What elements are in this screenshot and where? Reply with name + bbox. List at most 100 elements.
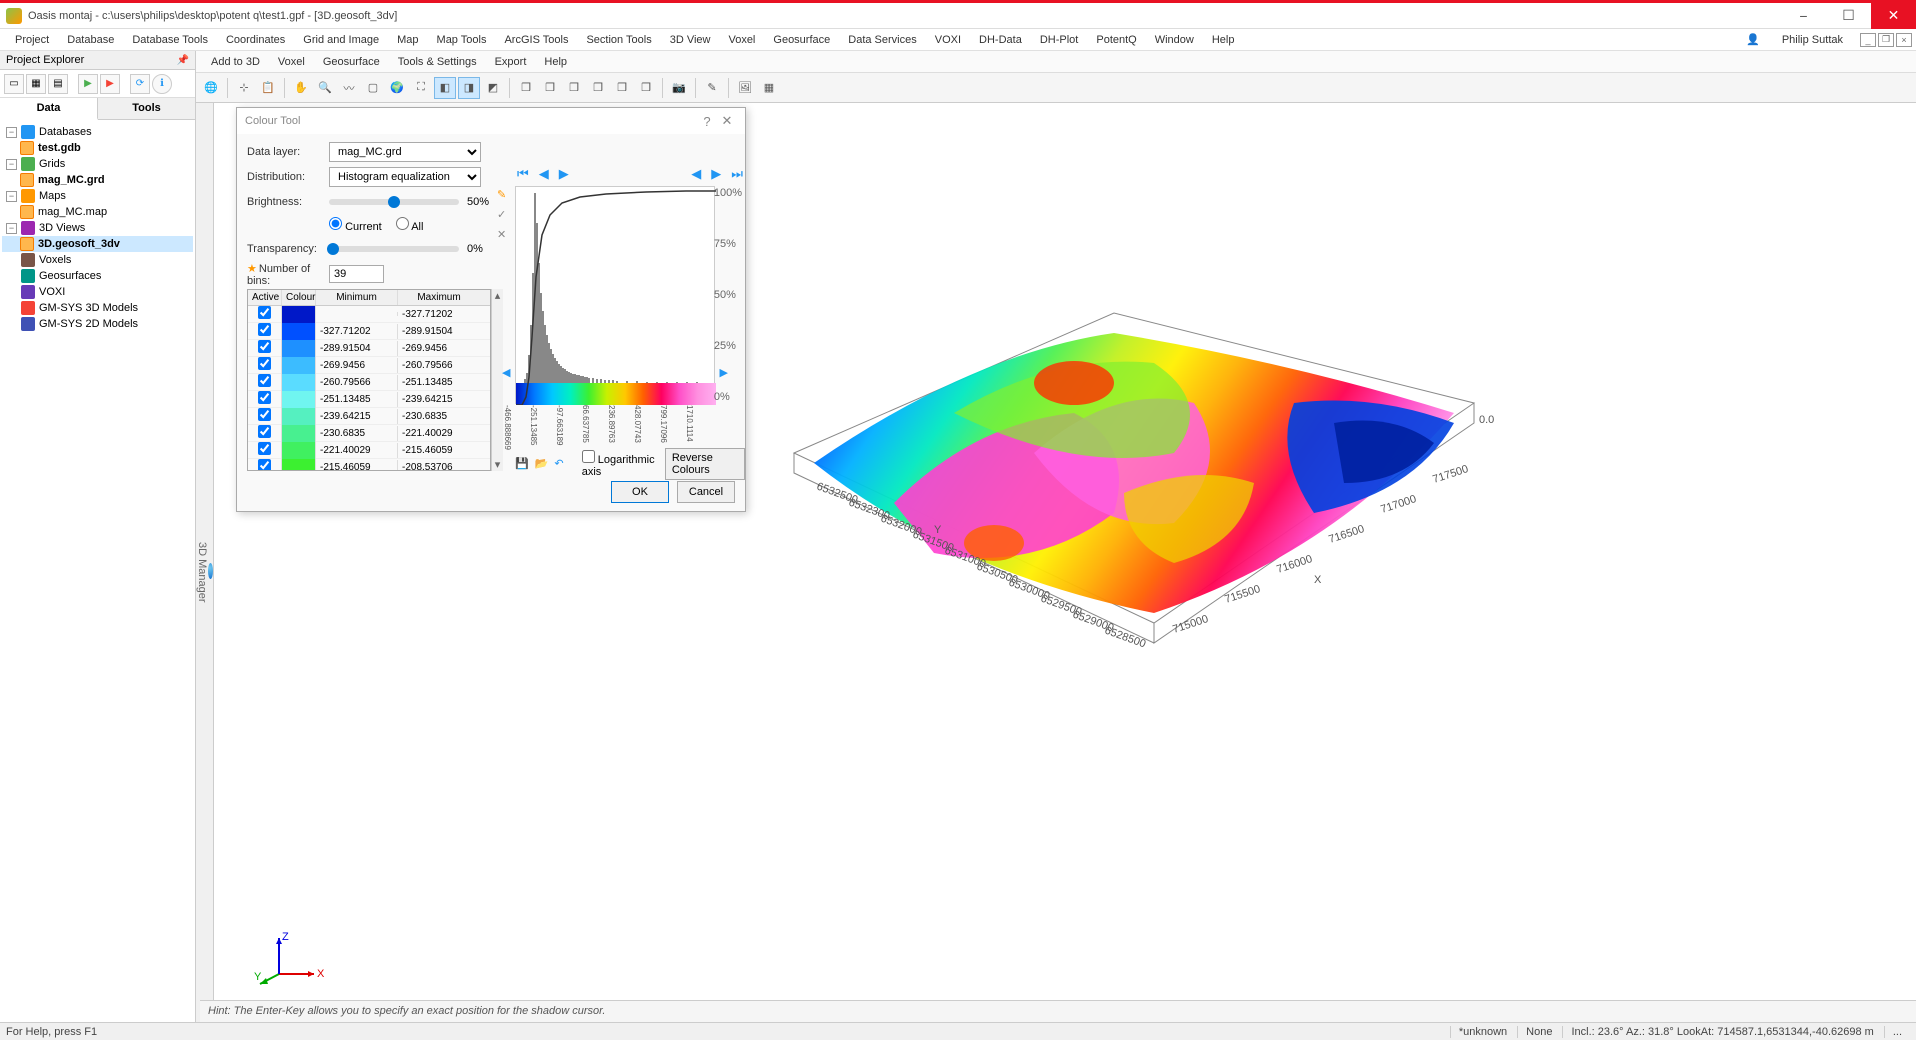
ok-button[interactable]: OK (611, 481, 669, 503)
row-active-checkbox[interactable] (258, 323, 271, 336)
cancel-button[interactable]: Cancel (677, 481, 735, 503)
menu-database[interactable]: Database (58, 31, 123, 49)
smenu-export[interactable]: Export (486, 53, 536, 71)
menu-map[interactable]: Map (388, 31, 427, 49)
row-active-checkbox[interactable] (258, 442, 271, 455)
tree-item-3dv[interactable]: 3D.geosoft_3dv (2, 236, 193, 252)
tb-run-stop[interactable]: ▶ (100, 74, 120, 94)
table-scrollbar[interactable]: ▴ ▾ (491, 289, 503, 471)
tab-tools[interactable]: Tools (98, 98, 195, 119)
colour-swatch[interactable] (282, 374, 315, 391)
tab-data[interactable]: Data (0, 98, 98, 120)
x-icon[interactable]: ✕ (497, 228, 511, 242)
tb-pan[interactable]: ✋ (290, 77, 312, 99)
menu-voxel[interactable]: Voxel (719, 31, 764, 49)
tree-3dviews[interactable]: −3D Views (2, 220, 193, 236)
menu-window[interactable]: Window (1146, 31, 1203, 49)
nav-prev2-icon[interactable]: ◀ (689, 166, 703, 182)
slider-brightness[interactable] (329, 199, 459, 205)
close-button[interactable]: ✕ (1871, 3, 1916, 29)
table-row[interactable]: -260.79566 -251.13485 (248, 374, 490, 391)
colour-swatch[interactable] (282, 357, 315, 374)
menu-arcgis-tools[interactable]: ArcGIS Tools (495, 31, 577, 49)
menu-3d-view[interactable]: 3D View (661, 31, 720, 49)
3d-manager-tab[interactable]: 3D Manager (196, 103, 214, 1022)
radio-current[interactable]: Current (329, 217, 382, 233)
table-row[interactable]: -269.9456 -260.79566 (248, 357, 490, 374)
row-active-checkbox[interactable] (258, 357, 271, 370)
nav-prev-icon[interactable]: ◀ (537, 166, 551, 182)
tb-refresh[interactable]: ⟳ (130, 74, 150, 94)
help-icon[interactable]: ? (697, 114, 717, 129)
tree-gm3d[interactable]: GM-SYS 3D Models (2, 300, 193, 316)
tb-info[interactable]: ℹ (152, 74, 172, 94)
mdi-close[interactable]: × (1896, 33, 1912, 47)
tb-grid[interactable]: ▦ (758, 77, 780, 99)
tb-edit[interactable]: ✎ (701, 77, 723, 99)
tb-view1[interactable]: ▭ (4, 74, 24, 94)
pencil-icon[interactable]: ✎ (497, 188, 511, 202)
smenu-add3d[interactable]: Add to 3D (202, 53, 269, 71)
smenu-geosurface[interactable]: Geosurface (314, 53, 389, 71)
tb-mode2[interactable]: ◨ (458, 77, 480, 99)
smenu-tools[interactable]: Tools & Settings (389, 53, 486, 71)
tb-copy[interactable]: 📋 (257, 77, 279, 99)
colour-swatch[interactable] (282, 340, 315, 357)
tb-cube3[interactable]: ❒ (563, 77, 585, 99)
menu-geosurface[interactable]: Geosurface (764, 31, 839, 49)
menu-section-tools[interactable]: Section Tools (577, 31, 660, 49)
tree-voxels[interactable]: Voxels (2, 252, 193, 268)
dialog-close-icon[interactable]: ✕ (717, 113, 737, 129)
menu-project[interactable]: Project (6, 31, 58, 49)
tb-snap[interactable]: 📷 (668, 77, 690, 99)
tb-box[interactable]: ▢ (362, 77, 384, 99)
menu-dh-plot[interactable]: DH-Plot (1031, 31, 1088, 49)
tb-view3[interactable]: ▤ (48, 74, 68, 94)
table-row[interactable]: -251.13485 -239.64215 (248, 391, 490, 408)
table-row[interactable]: -327.71202 (248, 306, 490, 323)
tb-lasso[interactable]: 〰 (338, 77, 360, 99)
undo-icon[interactable]: ↶ (554, 457, 565, 471)
tb-cube6[interactable]: ❒ (635, 77, 657, 99)
tb-cube1[interactable]: ❒ (515, 77, 537, 99)
menu-grid-image[interactable]: Grid and Image (294, 31, 388, 49)
smenu-help[interactable]: Help (535, 53, 576, 71)
tree-item-mag-grd[interactable]: mag_MC.grd (2, 172, 193, 188)
menu-map-tools[interactable]: Map Tools (428, 31, 496, 49)
table-row[interactable]: -327.71202 -289.91504 (248, 323, 490, 340)
row-active-checkbox[interactable] (258, 459, 271, 470)
tb-globe[interactable]: 🌐 (200, 77, 222, 99)
tb-cube2[interactable]: ❒ (539, 77, 561, 99)
table-row[interactable]: -215.46059 -208.53706 (248, 459, 490, 470)
tb-mode1[interactable]: ◧ (434, 77, 456, 99)
tree-geosurfaces[interactable]: Geosurfaces (2, 268, 193, 284)
maximize-button[interactable]: ☐ (1826, 3, 1871, 29)
tree-voxi[interactable]: VOXI (2, 284, 193, 300)
tb-cube4[interactable]: ❒ (587, 77, 609, 99)
nav-last-icon[interactable]: ⏭ (729, 166, 745, 182)
tree-item-test-gdb[interactable]: test.gdb (2, 140, 193, 156)
select-data-layer[interactable]: mag_MC.grd (329, 142, 481, 162)
tb-pic[interactable]: 🖼 (734, 77, 756, 99)
row-active-checkbox[interactable] (258, 374, 271, 387)
colour-swatch[interactable] (282, 459, 315, 471)
mdi-minimize[interactable]: _ (1860, 33, 1876, 47)
minimize-button[interactable]: − (1781, 3, 1826, 29)
table-row[interactable]: -239.64215 -230.6835 (248, 408, 490, 425)
table-row[interactable]: -221.40029 -215.46059 (248, 442, 490, 459)
tb-run[interactable]: ▶ (78, 74, 98, 94)
menu-voxi[interactable]: VOXI (926, 31, 970, 49)
menu-help[interactable]: Help (1203, 31, 1244, 49)
colour-swatch[interactable] (282, 425, 315, 442)
colour-swatch[interactable] (282, 408, 315, 425)
tree-item-mag-map[interactable]: mag_MC.map (2, 204, 193, 220)
slider-transparency[interactable] (329, 246, 459, 252)
row-active-checkbox[interactable] (258, 391, 271, 404)
menu-database-tools[interactable]: Database Tools (123, 31, 217, 49)
tb-fit[interactable]: ⛶ (410, 77, 432, 99)
explorer-pin-icon[interactable]: 📌 (177, 55, 189, 66)
menu-data-services[interactable]: Data Services (839, 31, 925, 49)
tree-grids[interactable]: −Grids (2, 156, 193, 172)
check-icon[interactable]: ✓ (497, 208, 511, 222)
smenu-voxel[interactable]: Voxel (269, 53, 314, 71)
